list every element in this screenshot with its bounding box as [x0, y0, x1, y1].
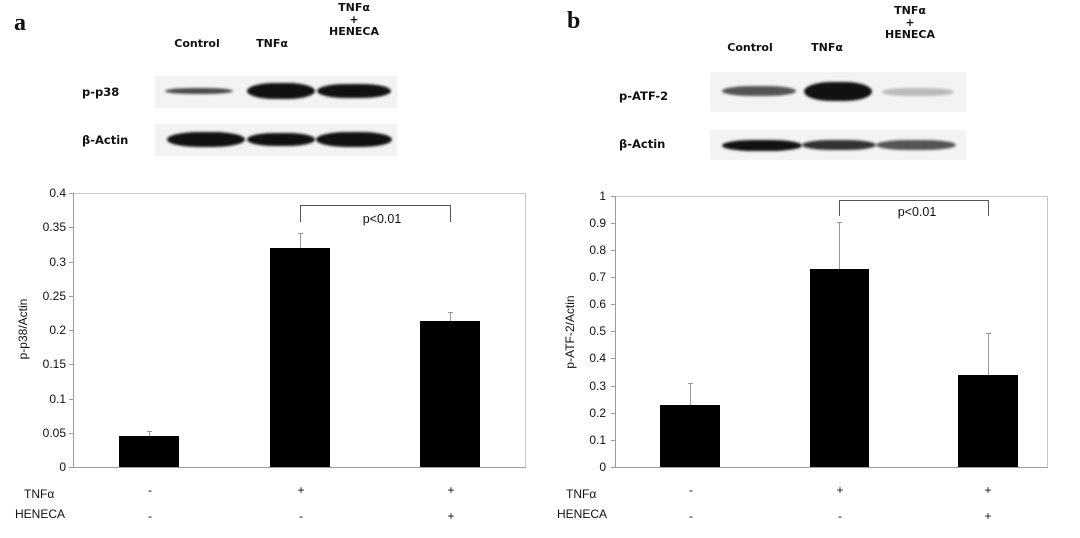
condition-label-heneca: HENECA: [15, 507, 66, 521]
error-bar: [450, 312, 451, 322]
blot-band: [247, 83, 315, 99]
y-tick-label: 0.3: [49, 255, 66, 269]
error-bar-cap: [147, 431, 152, 432]
blot-band: [722, 86, 796, 96]
y-tick-label: 0.6: [589, 297, 606, 311]
panel-letter-b: b: [567, 8, 581, 34]
y-tick-label: 0.2: [49, 323, 66, 337]
lane-label-tnf: TNFα: [811, 41, 843, 54]
lane-label-line: TNFα: [338, 1, 370, 14]
condition-sign: +: [984, 483, 992, 497]
condition-sign: +: [984, 509, 992, 523]
y-tick-label: 0.35: [42, 220, 66, 234]
y-tick-label: 0.25: [42, 289, 66, 303]
blot-band: [876, 140, 956, 150]
significance-label: p<0.01: [362, 212, 402, 226]
chart-b-plot-area: [615, 196, 1048, 468]
blot-row-label: β-Actin: [619, 137, 666, 151]
error-bar-cap: [298, 233, 303, 234]
error-bar: [988, 333, 989, 376]
condition-sign: +: [297, 483, 305, 497]
y-tick-label: 0.15: [42, 357, 66, 371]
western-blot-p-atf-2: [710, 72, 966, 112]
condition-sign: +: [836, 483, 844, 497]
blot-row-label: p-ATF-2: [619, 89, 669, 103]
lane-label-tnf-heneca: TNFα + HENECA: [885, 5, 935, 41]
lane-label-line: +: [905, 16, 915, 29]
bar-tnf-heneca: [958, 375, 1018, 467]
lane-label-line: +: [349, 13, 359, 26]
western-blot-actin: [710, 130, 966, 160]
blot-band: [167, 132, 245, 147]
condition-sign: -: [148, 483, 152, 497]
lane-label-control: Control: [727, 41, 773, 54]
western-blot-p-p38: [155, 76, 397, 108]
y-tick-label: 1: [599, 189, 606, 203]
condition-sign: -: [689, 509, 693, 523]
bar-tnf-heneca: [420, 321, 480, 467]
blot-band: [317, 84, 391, 98]
lane-label-line: TNFα: [894, 4, 926, 17]
blot-row-label: p-p38: [82, 85, 120, 99]
condition-label-heneca: HENECA: [557, 507, 608, 521]
error-bar: [300, 233, 301, 249]
y-tick-label: 0.2: [589, 406, 606, 420]
lane-label-line: HENECA: [328, 25, 380, 38]
lane-label-tnf: TNFα: [256, 37, 288, 50]
condition-sign: -: [689, 483, 693, 497]
y-tick-label: 0.7: [589, 270, 606, 284]
bar-control: [660, 405, 720, 467]
error-bar-cap: [986, 333, 991, 334]
error-bar-cap: [688, 383, 693, 384]
condition-label-tnf: TNFα: [566, 487, 597, 501]
lane-label-control: Control: [174, 37, 220, 50]
significance-bracket: [300, 205, 451, 222]
condition-sign: -: [148, 509, 152, 523]
blot-band: [316, 132, 392, 147]
lane-label-line: HENECA: [884, 28, 936, 41]
significance-bracket: [839, 200, 989, 216]
y-tick-label: 0.9: [589, 216, 606, 230]
blot-band: [802, 140, 876, 150]
bar-tnf: [810, 269, 869, 467]
condition-sign: -: [299, 509, 303, 523]
blot-band: [804, 82, 872, 101]
blot-band: [165, 88, 233, 94]
blot-band: [722, 140, 802, 151]
significance-label: p<0.01: [897, 205, 937, 219]
y-tick-label: 0.4: [589, 351, 606, 365]
y-tick-label: 0.5: [589, 324, 606, 338]
lane-label-tnf-heneca: TNFα + HENECA: [329, 2, 379, 38]
error-bar: [839, 222, 840, 270]
error-bar-cap: [837, 222, 842, 223]
blot-band: [882, 88, 954, 96]
panel-letter-a: a: [14, 10, 26, 36]
y-tick-label: 0.3: [589, 379, 606, 393]
error-bar-cap: [448, 312, 453, 313]
y-tick-label: 0.1: [589, 433, 606, 447]
bar-tnf: [270, 248, 330, 467]
condition-label-tnf: TNFα: [24, 487, 55, 501]
blot-row-label: β-Actin: [82, 133, 129, 147]
y-tick-label: 0.4: [49, 186, 66, 200]
y-tick-label: 0.8: [589, 243, 606, 257]
error-bar: [149, 431, 150, 437]
bar-control: [119, 436, 179, 467]
condition-sign: -: [838, 509, 842, 523]
condition-sign: +: [447, 483, 455, 497]
blot-band: [247, 133, 315, 146]
y-tick-label: 0: [59, 460, 66, 474]
y-tick-label: 0.05: [42, 426, 66, 440]
error-bar: [690, 383, 691, 406]
western-blot-actin: [155, 124, 397, 156]
y-tick-label: 0.1: [49, 392, 66, 406]
y-tick-label: 0: [599, 460, 606, 474]
condition-sign: +: [447, 509, 455, 523]
